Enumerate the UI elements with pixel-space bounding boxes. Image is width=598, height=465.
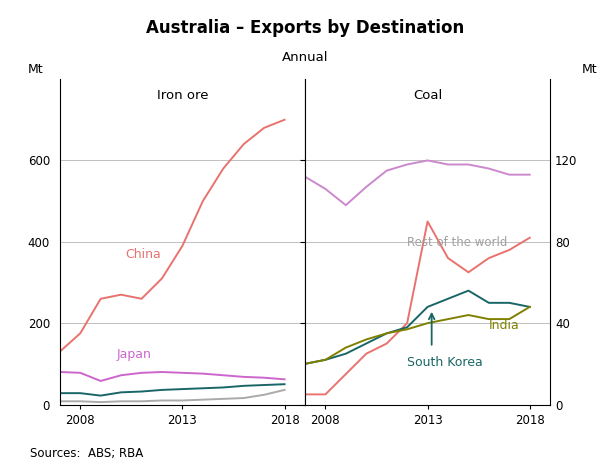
Text: Rest of the world: Rest of the world bbox=[407, 236, 508, 249]
Text: Annual: Annual bbox=[282, 51, 328, 64]
Text: Sources:  ABS; RBA: Sources: ABS; RBA bbox=[30, 447, 143, 460]
Text: Mt: Mt bbox=[582, 63, 597, 76]
Text: Japan: Japan bbox=[117, 348, 152, 361]
Text: South Korea: South Korea bbox=[407, 356, 483, 369]
Text: Iron ore: Iron ore bbox=[157, 89, 208, 102]
Text: India: India bbox=[489, 319, 520, 332]
Text: Australia – Exports by Destination: Australia – Exports by Destination bbox=[146, 19, 464, 37]
Text: China: China bbox=[125, 248, 161, 261]
Text: Coal: Coal bbox=[413, 89, 442, 102]
Text: Mt: Mt bbox=[28, 63, 44, 76]
